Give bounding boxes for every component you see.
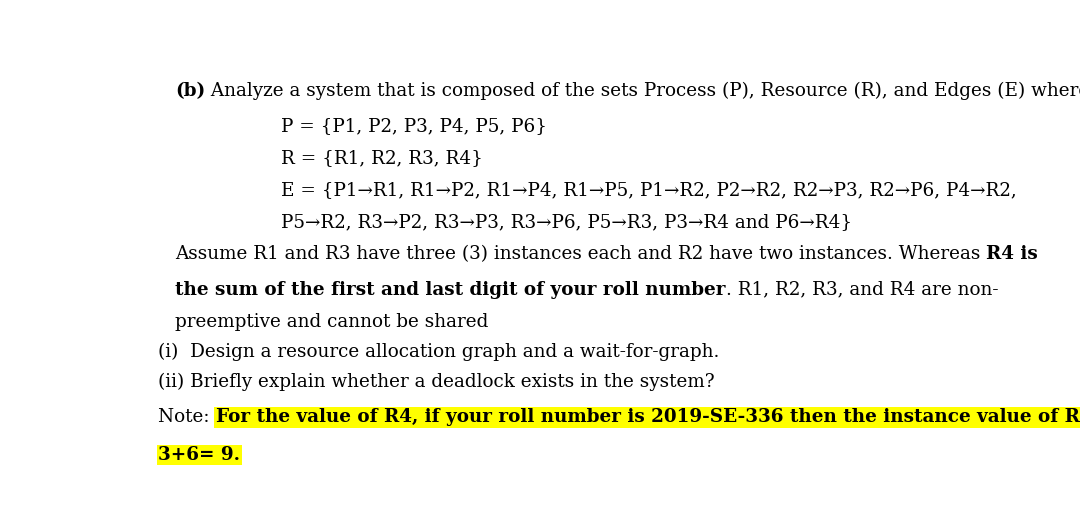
Text: P5→R2, R3→P2, R3→P3, R3→P6, P5→R3, P3→R4 and P6→R4}: P5→R2, R3→P2, R3→P3, R3→P6, P5→R3, P3→R4… bbox=[282, 213, 852, 231]
Text: (ii) Briefly explain whether a deadlock exists in the system?: (ii) Briefly explain whether a deadlock … bbox=[159, 373, 715, 391]
Text: R = {R1, R2, R3, R4}: R = {R1, R2, R3, R4} bbox=[282, 149, 484, 167]
Text: (i)  Design a resource allocation graph and a wait-for-graph.: (i) Design a resource allocation graph a… bbox=[159, 343, 719, 361]
Text: Note:: Note: bbox=[159, 409, 216, 427]
Text: E = {P1→R1, R1→P2, R1→P4, R1→P5, P1→R2, P2→R2, R2→P3, R2→P6, P4→R2,: E = {P1→R1, R1→P2, R1→P4, R1→P5, P1→R2, … bbox=[282, 181, 1017, 199]
Text: preemptive and cannot be shared: preemptive and cannot be shared bbox=[175, 313, 488, 331]
Text: P = {P1, P2, P3, P4, P5, P6}: P = {P1, P2, P3, P4, P5, P6} bbox=[282, 118, 548, 136]
Text: Assume R1 and R3 have three (3) instances each and R2 have two instances. Wherea: Assume R1 and R3 have three (3) instance… bbox=[175, 245, 986, 263]
Text: the sum of the first and last digit of your roll number: the sum of the first and last digit of y… bbox=[175, 281, 726, 299]
Text: R4 is: R4 is bbox=[986, 245, 1038, 263]
Text: . R1, R2, R3, and R4 are non-: . R1, R2, R3, and R4 are non- bbox=[726, 281, 998, 299]
Text: 3+6= 9.: 3+6= 9. bbox=[159, 446, 241, 464]
Text: Analyze a system that is composed of the sets Process (P), Resource (R), and Edg: Analyze a system that is composed of the… bbox=[205, 82, 1080, 100]
Text: For the value of R4, if your roll number is 2019-SE-336 then the instance value : For the value of R4, if your roll number… bbox=[216, 409, 1080, 427]
Text: (b): (b) bbox=[175, 82, 205, 100]
